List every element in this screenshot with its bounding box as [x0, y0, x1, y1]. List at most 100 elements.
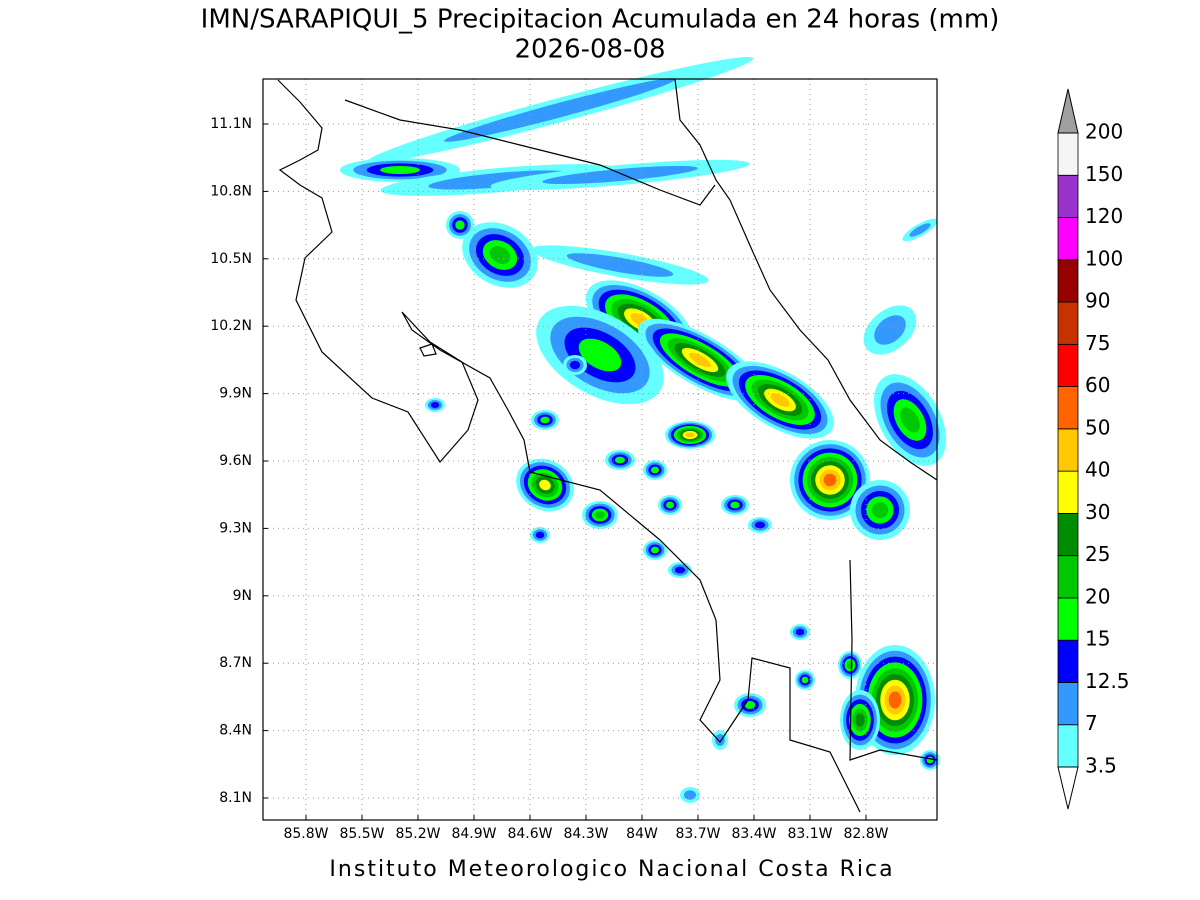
- rain-area: [754, 521, 766, 529]
- lat-label: 8.7N: [219, 655, 252, 671]
- lat-label: 9N: [233, 588, 252, 604]
- colorbar-label: 25: [1085, 542, 1110, 566]
- lat-label: 10.8N: [210, 183, 252, 199]
- colorbar-swatch: [1057, 301, 1079, 345]
- colorbar-label: 200: [1085, 120, 1123, 144]
- coastline: [277, 78, 938, 813]
- colorbar-label: 15: [1085, 627, 1110, 651]
- colorbar-label: 20: [1085, 584, 1110, 608]
- lon-label: 83.7W: [675, 826, 720, 842]
- colorbar-swatch: [1057, 343, 1079, 388]
- map-frame: [262, 78, 938, 821]
- colorbar-swatch: [1057, 724, 1079, 768]
- lon-label: 84.3W: [563, 826, 608, 842]
- colorbar-label: 100: [1085, 246, 1123, 270]
- lon-label: 85.5W: [339, 826, 384, 842]
- grid: [263, 79, 937, 820]
- rain-area: [770, 393, 790, 407]
- lat-label: 9.6N: [219, 453, 252, 469]
- lat-label: 9.3N: [219, 520, 252, 536]
- colorbar-label: 90: [1085, 289, 1110, 313]
- rain-area: [569, 360, 581, 370]
- rain-area: [578, 338, 622, 372]
- rain-area: [455, 220, 465, 230]
- lat-label: 8.4N: [219, 723, 252, 739]
- colorbar-swatch: [1057, 682, 1079, 726]
- lon-label: 85.8W: [283, 826, 328, 842]
- lon-label: 83.1W: [787, 826, 832, 842]
- colorbar-swatch: [1057, 597, 1079, 641]
- colorbar-label: 150: [1085, 162, 1123, 186]
- precipitation-field: [340, 56, 947, 803]
- colorbar-label: 3.5: [1085, 754, 1117, 778]
- lon-label: 84W: [626, 826, 658, 842]
- lat-label: 10.2N: [210, 318, 252, 334]
- rain-area: [874, 315, 906, 345]
- rain-area: [685, 432, 695, 438]
- colorbar-label: 40: [1085, 458, 1110, 482]
- lon-label: 84.9W: [451, 826, 496, 842]
- rain-area: [846, 661, 854, 669]
- rain-area: [730, 501, 740, 509]
- colorbar-label: 75: [1085, 331, 1110, 355]
- colorbar-swatch: [1057, 217, 1079, 261]
- rain-area: [684, 790, 696, 800]
- colorbar-label: 12.5: [1085, 669, 1130, 693]
- colorbar-label: 60: [1085, 373, 1110, 397]
- rain-area: [539, 479, 551, 491]
- rain-area: [535, 531, 545, 539]
- colorbar-swatch: [1057, 428, 1079, 472]
- footer: Instituto Meteorologico Nacional Costa R…: [329, 857, 894, 882]
- colorbar-swatch: [1057, 174, 1079, 218]
- rain-area: [666, 501, 674, 509]
- colorbar-swatch: [1057, 132, 1079, 176]
- rain-area: [674, 566, 686, 574]
- colorbar-label: 50: [1085, 415, 1110, 439]
- colorbar-label: 30: [1085, 500, 1110, 524]
- colorbar-label: 7: [1085, 711, 1098, 735]
- rain-area: [715, 734, 725, 746]
- map-title: IMN/SARAPIQUI_5 Precipitacion Acumulada …: [201, 5, 1000, 35]
- rain-area: [651, 546, 659, 554]
- rain-area: [542, 165, 698, 185]
- rain-area: [926, 756, 934, 764]
- lon-label: 84.6W: [507, 826, 552, 842]
- rain-area: [900, 407, 920, 433]
- rain-area: [444, 78, 676, 142]
- lat-label: 8.1N: [219, 790, 252, 806]
- rain-area: [615, 456, 625, 464]
- colorbar-label: 120: [1085, 204, 1123, 228]
- rain-area: [651, 466, 659, 474]
- colorbar-swatch: [1057, 555, 1079, 599]
- rain-area: [489, 246, 511, 264]
- colorbar-swatch: [1057, 513, 1079, 557]
- lat-label: 11.1N: [210, 116, 252, 132]
- rain-area: [855, 713, 865, 727]
- colorbar-swatch: [1057, 639, 1079, 683]
- lon-label: 82.8W: [843, 826, 888, 842]
- rain-area: [823, 473, 837, 487]
- rain-area: [540, 416, 550, 424]
- lon-label: 83.4W: [731, 826, 776, 842]
- lon-label: 85.2W: [395, 826, 440, 842]
- colorbar-swatch: [1057, 386, 1079, 430]
- rain-area: [744, 701, 756, 709]
- rain-area: [430, 402, 440, 408]
- colorbar: 3.5 7 12.5 15 20 25 30 40 50 60 75 90 100 120 150 200: [1057, 88, 1130, 810]
- colorbar-swatch: [1057, 470, 1079, 514]
- lat-label: 9.9N: [219, 386, 252, 402]
- colorbar-swatch: [1057, 259, 1079, 303]
- map-date: 2026-08-08: [514, 35, 665, 65]
- rain-area: [801, 676, 809, 684]
- rain-area: [595, 511, 605, 519]
- rain-area: [909, 223, 931, 237]
- lat-label: 10.5N: [210, 251, 252, 267]
- colorbar-under: [1057, 766, 1079, 810]
- rain-area: [888, 691, 902, 709]
- rain-area: [795, 628, 805, 636]
- rain-area: [871, 501, 889, 519]
- rain-area: [380, 166, 420, 174]
- rain-area: [689, 352, 711, 368]
- colorbar-over: [1057, 88, 1079, 134]
